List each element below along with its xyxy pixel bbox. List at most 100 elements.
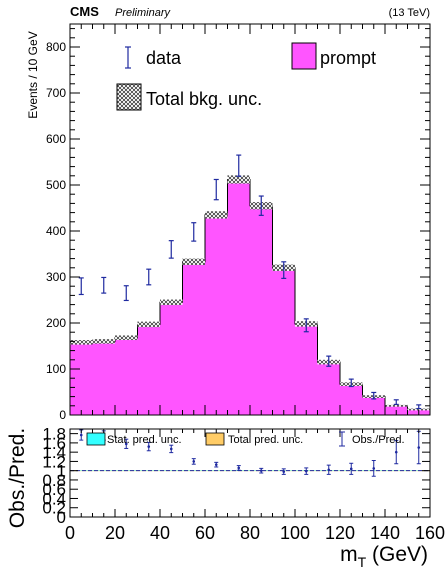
legend-unc-swatch bbox=[116, 83, 142, 111]
main-y-tick-label: 200 bbox=[46, 316, 66, 330]
bkg-unc-box bbox=[385, 404, 408, 407]
data-point bbox=[236, 154, 242, 177]
prompt-bar bbox=[92, 341, 115, 415]
ratio-marker bbox=[192, 460, 196, 463]
data-point bbox=[371, 391, 377, 400]
legend-prompt-swatch bbox=[291, 42, 317, 70]
x-tick-label: 100 bbox=[280, 523, 310, 543]
legend-data-label: data bbox=[146, 48, 182, 68]
ratio-marker bbox=[79, 433, 83, 437]
data-point bbox=[191, 222, 197, 242]
main-y-tick-label: 800 bbox=[46, 40, 66, 54]
bkg-unc-box bbox=[227, 175, 250, 184]
ratio-point bbox=[371, 459, 376, 477]
ratio-point bbox=[191, 458, 196, 465]
ratio-y-tick-label: 0.6 bbox=[42, 480, 66, 499]
main-y-tick-label: 500 bbox=[46, 178, 66, 192]
ratio-y-tick-label: 0.8 bbox=[42, 471, 66, 490]
data-point bbox=[416, 404, 422, 410]
ratio-marker bbox=[304, 469, 308, 473]
ratio-marker bbox=[417, 446, 421, 449]
main-y-tick-label: 600 bbox=[46, 132, 66, 146]
ratio-y-tick-label: 1.8 bbox=[42, 425, 66, 444]
x-tick-label: 120 bbox=[325, 523, 355, 543]
ratio-y-tick-label: 0 bbox=[57, 508, 66, 527]
ratio-axes: 00.20.40.60.811.21.41.61.80 20 40 60 80 100 12… bbox=[42, 425, 445, 543]
bkg-unc-box bbox=[92, 339, 115, 344]
ratio-points bbox=[79, 429, 421, 477]
ratio-point bbox=[416, 430, 421, 465]
ratio-marker bbox=[327, 468, 331, 472]
ratio-y-tick-label: 1.4 bbox=[42, 443, 66, 462]
x-axis-label-unit: (GeV) bbox=[366, 543, 428, 566]
main-y-tick-label: 400 bbox=[46, 224, 66, 238]
data-point bbox=[393, 399, 399, 406]
x-tick-label: 140 bbox=[370, 523, 400, 543]
ratio-marker bbox=[349, 467, 353, 471]
x-tick-label: 0 bbox=[65, 523, 75, 543]
ratio-point bbox=[214, 461, 219, 468]
prompt-bar bbox=[227, 179, 250, 415]
prompt-bar bbox=[137, 324, 160, 415]
legend-total-swatch bbox=[205, 432, 225, 446]
prompt-bar bbox=[115, 337, 138, 415]
data-point bbox=[123, 285, 129, 302]
legend-stat-swatch bbox=[86, 432, 106, 446]
ratio-marker bbox=[394, 450, 398, 454]
data-point bbox=[213, 178, 219, 201]
x-axis-label-m: m bbox=[340, 543, 358, 566]
bkg-unc-box bbox=[160, 299, 183, 306]
ratio-point bbox=[124, 438, 129, 449]
data-point bbox=[78, 277, 84, 296]
main-y-tick-label: 300 bbox=[46, 270, 66, 284]
x-axis-label: mT (GeV) bbox=[340, 543, 428, 570]
bkg-unc-box bbox=[137, 321, 160, 328]
data-point bbox=[303, 318, 309, 333]
ratio-point bbox=[169, 444, 174, 454]
ratio-point bbox=[236, 465, 241, 471]
ratio-marker bbox=[282, 470, 286, 473]
prompt-bar bbox=[250, 205, 273, 415]
bkg-unc-box bbox=[70, 340, 93, 345]
ratio-uncertainty-band bbox=[70, 470, 430, 472]
main-y-tick-label: 100 bbox=[46, 362, 66, 376]
ratio-y-tick-label: 1 bbox=[57, 462, 66, 481]
data-point bbox=[258, 195, 264, 216]
ratio-marker bbox=[169, 447, 173, 451]
data-point bbox=[281, 261, 287, 279]
prompt-bar bbox=[205, 214, 228, 415]
legend-prompt-label: prompt bbox=[320, 48, 376, 68]
prompt-bar bbox=[362, 396, 385, 415]
prompt-bar bbox=[295, 323, 318, 415]
ratio-marker bbox=[259, 469, 263, 472]
data-point bbox=[146, 268, 152, 286]
ratio-point bbox=[304, 467, 309, 475]
bkg-unc-box bbox=[115, 335, 138, 341]
ratio-y-tick-label: 0.4 bbox=[42, 489, 66, 508]
x-axis-label-sub: T bbox=[358, 554, 367, 570]
ratio-marker bbox=[147, 445, 151, 448]
ratio-legend: Stat. pred. unc. Total pred. unc. Obs./P… bbox=[86, 431, 405, 447]
main-y-tick-label: 0 bbox=[59, 408, 66, 422]
prompt-bar bbox=[70, 342, 93, 415]
x-tick-label: 80 bbox=[240, 523, 260, 543]
data-point bbox=[168, 240, 174, 259]
legend-unc-label: Total bkg. unc. bbox=[146, 89, 262, 109]
ratio-point bbox=[281, 468, 286, 475]
ratio-marker bbox=[237, 466, 241, 470]
ratio-y-tick-label: 1.6 bbox=[42, 434, 66, 453]
main-legend: data prompt Total bkg. unc. bbox=[116, 42, 376, 111]
energy-label: (13 TeV) bbox=[389, 7, 430, 19]
ratio-marker bbox=[372, 467, 376, 470]
ratio-point bbox=[394, 440, 399, 465]
ratio-marker bbox=[124, 442, 128, 446]
x-tick-label: 20 bbox=[105, 523, 125, 543]
ratio-y-axis-label: Obs./Pred. bbox=[6, 428, 29, 528]
ratio-y-tick-label: 0.2 bbox=[42, 499, 66, 518]
legend-stat-label: Stat. pred. unc. bbox=[107, 434, 182, 446]
x-tick-label: 160 bbox=[415, 523, 445, 543]
prompt-bar bbox=[340, 384, 363, 415]
data-point bbox=[101, 276, 107, 294]
data-point bbox=[326, 355, 332, 367]
bkg-unc-box bbox=[407, 408, 430, 411]
